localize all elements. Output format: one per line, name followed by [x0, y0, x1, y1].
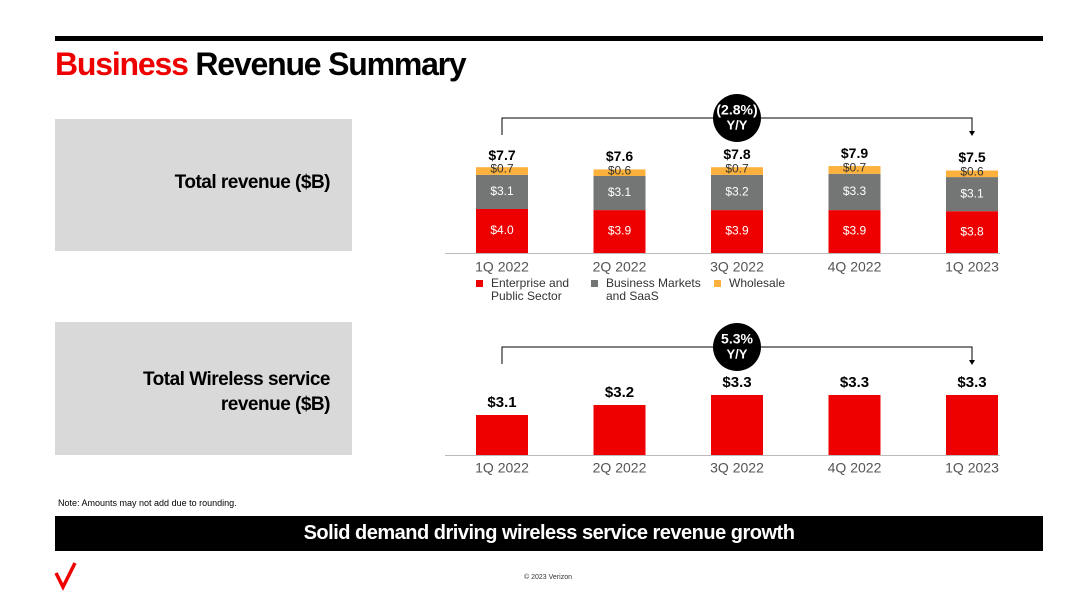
bar: [711, 395, 763, 455]
footnote: Note: Amounts may not add due to roundin…: [58, 498, 237, 508]
bar-segment: [476, 174, 528, 209]
bar: [476, 415, 528, 455]
value-label: $3.3: [722, 374, 751, 391]
annotation-subtext: Y/Y: [727, 117, 748, 132]
legend-label: Wholesale: [729, 276, 786, 290]
bar-segment: [593, 169, 646, 176]
segment-label: $3.1: [608, 185, 632, 199]
segment-label: $3.1: [960, 186, 984, 200]
panel-label: Total Wireless service revenue ($B): [142, 369, 331, 415]
bracket-arrow: [969, 360, 975, 365]
annotation-text: (2.8%): [716, 102, 757, 118]
x-tick-label: 4Q 2022: [828, 259, 882, 275]
legend-swatch: [476, 280, 483, 287]
annotation-badge: [713, 94, 761, 142]
segment-label: $0.7: [490, 161, 514, 175]
bar-segment: [593, 210, 646, 253]
bar-segment: [593, 176, 646, 211]
bar: [946, 395, 998, 455]
x-tick-label: 1Q 2023: [945, 259, 999, 275]
value-label: $3.3: [840, 374, 869, 391]
annotation-subtext: Y/Y: [727, 346, 748, 361]
bracket-arrow: [969, 131, 975, 136]
segment-label: $3.2: [725, 185, 749, 199]
segment-label: $3.9: [725, 224, 749, 238]
panel-box: [55, 119, 352, 251]
segment-label: $3.9: [843, 224, 867, 238]
segment-label: $3.9: [608, 224, 632, 238]
value-label: $3.3: [957, 374, 986, 391]
total-label: $7.5: [958, 149, 985, 165]
title-text: Revenue Summary: [195, 46, 466, 82]
x-tick-label: 4Q 2022: [828, 460, 882, 476]
banner-bar: [55, 516, 1043, 551]
bar: [593, 405, 646, 455]
bar-segment: [711, 167, 763, 175]
x-tick-label: 3Q 2022: [710, 460, 764, 476]
bar-segment: [946, 170, 998, 178]
bar-segment: [476, 167, 528, 175]
bar-segment: [476, 209, 528, 253]
logo-check: [54, 562, 77, 591]
annotation-text: 5.3%: [721, 331, 753, 347]
segment-label: $3.1: [490, 184, 514, 198]
total-label: $7.8: [723, 146, 750, 162]
x-tick-label: 3Q 2022: [710, 259, 764, 275]
segment-label: $3.3: [843, 184, 867, 198]
top-rule: [55, 36, 1043, 41]
bar-segment: [828, 173, 881, 211]
x-tick-label: 1Q 2022: [475, 460, 529, 476]
bar-segment: [711, 174, 763, 211]
total-label: $7.6: [606, 148, 633, 164]
total-label: $7.9: [841, 145, 868, 161]
x-tick-label: 1Q 2022: [475, 259, 529, 275]
bar: [828, 395, 881, 455]
banner-text: Solid demand driving wireless service re…: [303, 522, 795, 544]
bar-segment: [946, 177, 998, 212]
bar-segment: [711, 210, 763, 253]
legend-swatch: [591, 280, 598, 287]
value-label: $3.2: [605, 384, 634, 401]
value-label: $3.1: [487, 394, 516, 411]
segment-label: $4.0: [490, 223, 514, 237]
legend-label: Business Markets and SaaS: [606, 276, 701, 303]
segment-label: $3.8: [960, 224, 984, 238]
panel-label: Total revenue ($B): [174, 172, 331, 193]
segment-label: $0.7: [843, 160, 867, 174]
total-label: $7.7: [488, 147, 515, 163]
x-tick-label: 2Q 2022: [593, 460, 647, 476]
title-highlight: Business: [55, 46, 189, 82]
x-tick-label: 2Q 2022: [593, 259, 647, 275]
segment-label: $0.6: [960, 165, 984, 179]
segment-label: $0.7: [725, 161, 749, 175]
panel-box: [55, 322, 352, 455]
slide-title: Business Revenue Summary: [55, 46, 467, 83]
copyright: © 2023 Verizon: [524, 574, 572, 581]
bar-segment: [828, 210, 881, 253]
x-tick-label: 1Q 2023: [945, 460, 999, 476]
bar-segment: [946, 211, 998, 253]
legend-swatch: [714, 280, 721, 287]
segment-label: $0.6: [608, 164, 632, 178]
annotation-badge: [713, 323, 761, 371]
legend-label: Enterprise and Public Sector: [491, 276, 570, 303]
bar-segment: [828, 166, 881, 174]
